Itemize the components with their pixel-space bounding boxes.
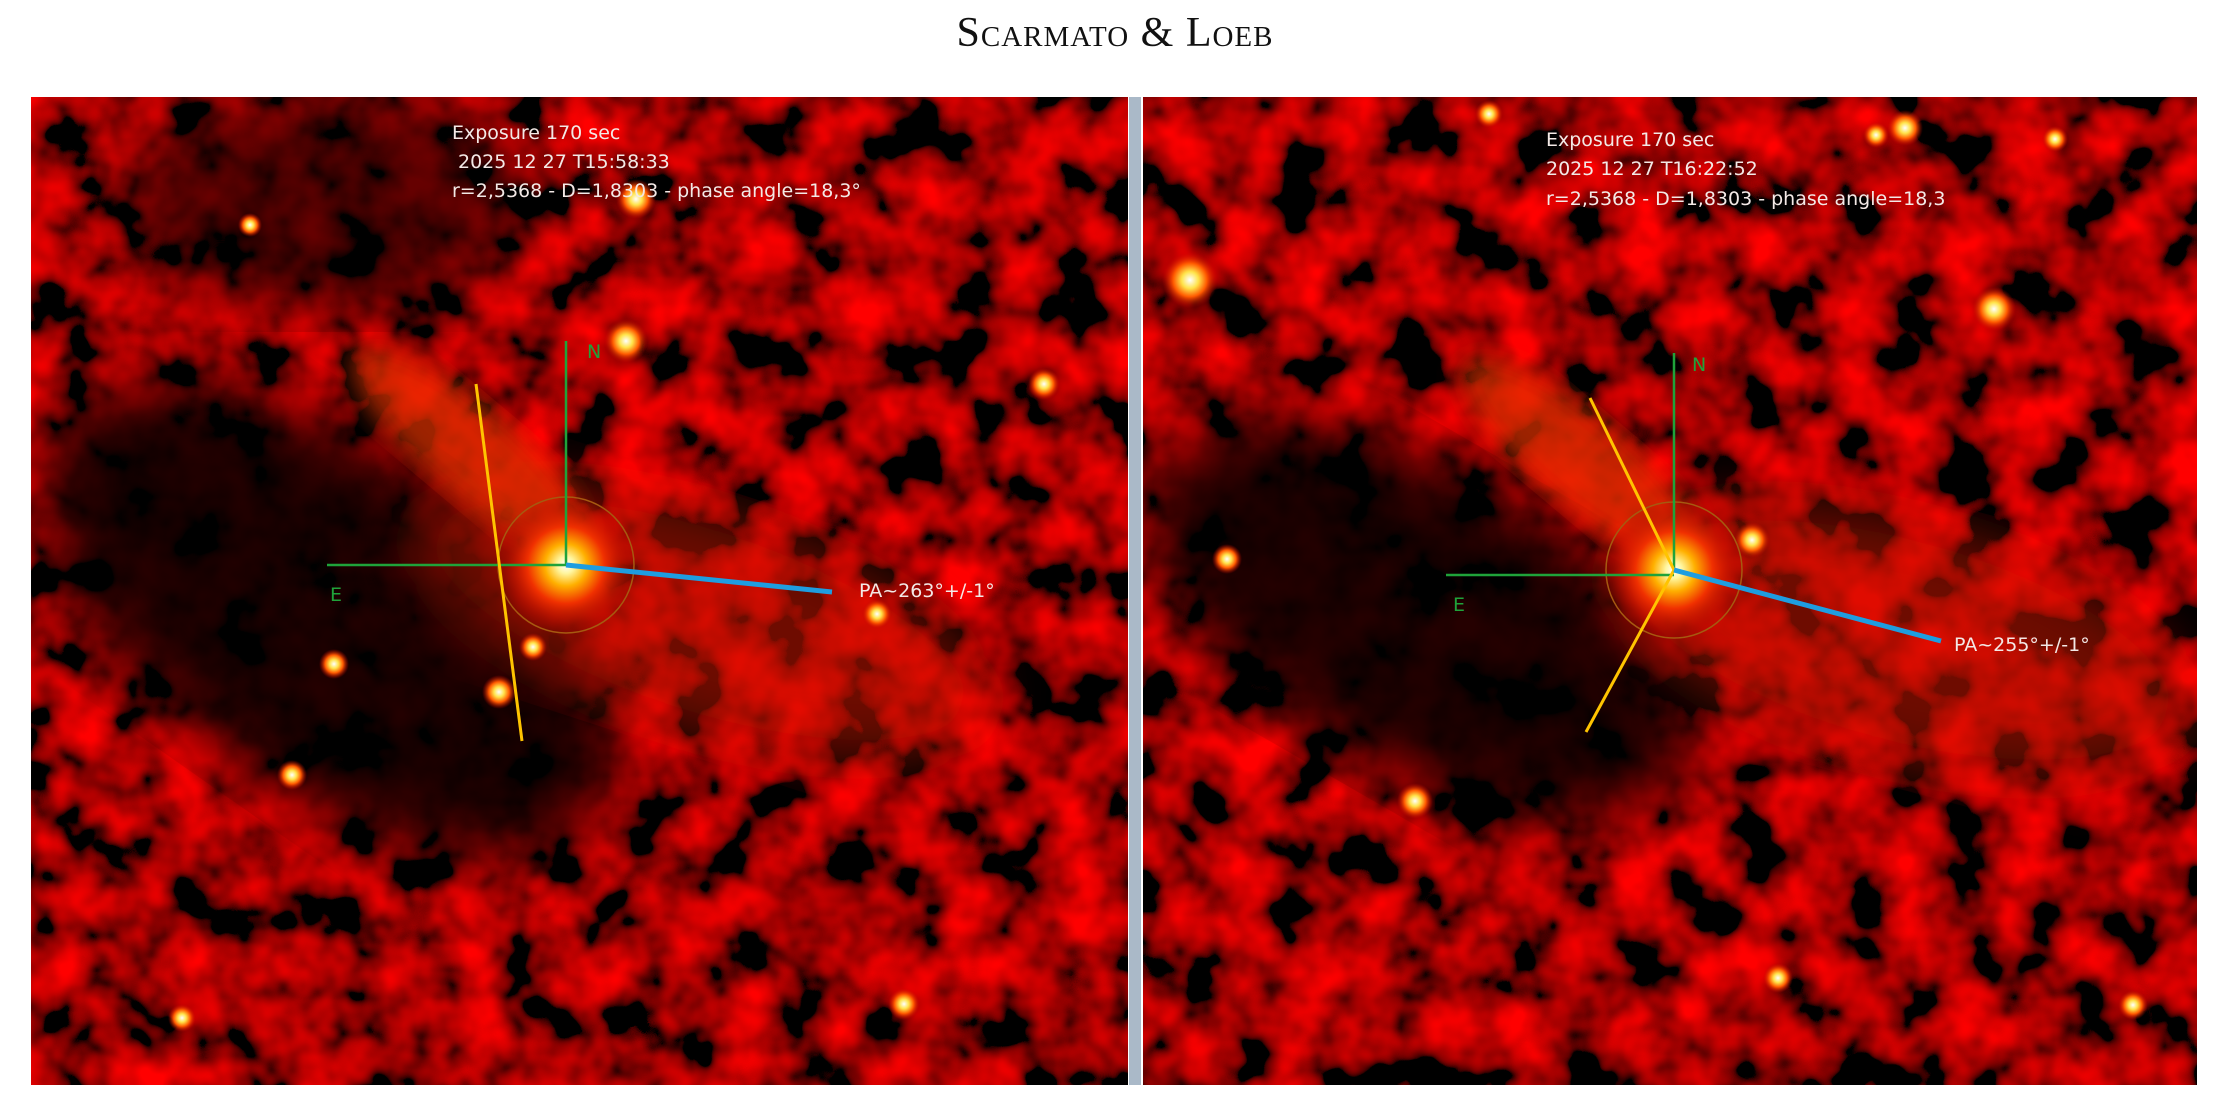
star: [238, 213, 262, 237]
exposure: Exposure 170 sec: [1546, 129, 1714, 151]
exposure: Exposure 170 sec: [452, 122, 620, 144]
star: [482, 675, 516, 709]
position-angle-line: [565, 562, 833, 595]
position-angle-label: PA~263°+/-1°: [859, 580, 995, 602]
jet-line: [1584, 569, 1676, 733]
star: [1475, 100, 1503, 128]
jet-line: [474, 383, 524, 742]
north-label: N: [1692, 354, 1706, 376]
star: [888, 988, 920, 1020]
tail: [1608, 500, 2192, 780]
star: [1887, 110, 1923, 146]
position-angle-label: PA~255°+/-1°: [1954, 634, 2090, 656]
image-panel: Exposure 170 sec 2025 12 27 T16:22:52 r=…: [1143, 97, 2197, 1085]
star: [319, 649, 349, 679]
star: [1162, 252, 1218, 308]
jet-line: [1588, 397, 1676, 571]
dark-region: [1149, 421, 1691, 819]
position-angle-line: [1673, 567, 1942, 644]
east-label: E: [330, 584, 342, 606]
star: [1763, 963, 1793, 993]
star: [604, 319, 648, 363]
star: [1734, 522, 1770, 558]
star: [2118, 990, 2148, 1020]
parameters: r=2,5368 - D=1,8303 - phase angle=18,3: [1546, 188, 1945, 210]
dark-region: [130, 97, 530, 310]
north-label: N: [587, 341, 601, 363]
east-label: E: [1453, 594, 1465, 616]
divider: [1129, 97, 1141, 1085]
star: [519, 633, 547, 661]
star: [1028, 368, 1060, 400]
star: [616, 179, 656, 219]
timestamp: 2025 12 27 T15:58:33: [458, 151, 670, 173]
star: [1212, 544, 1242, 574]
stars: [1162, 100, 2148, 1020]
dark-region: [42, 385, 618, 855]
star: [1863, 122, 1889, 148]
star: [1972, 287, 2016, 331]
star: [2042, 126, 2068, 152]
star: [1397, 783, 1433, 819]
tail: [351, 347, 589, 553]
parameters: r=2,5368 - D=1,8303 - phase angle=18,3°: [452, 180, 861, 202]
stars: [168, 179, 1060, 1032]
image-panel: Exposure 170 sec 2025 12 27 T15:58:33 r=…: [31, 97, 1128, 1085]
star: [277, 760, 307, 790]
timestamp: 2025 12 27 T16:22:52: [1546, 158, 1758, 180]
star: [862, 599, 892, 629]
star: [168, 1004, 196, 1032]
figure-title: Scarmato & Loeb: [957, 10, 1274, 56]
